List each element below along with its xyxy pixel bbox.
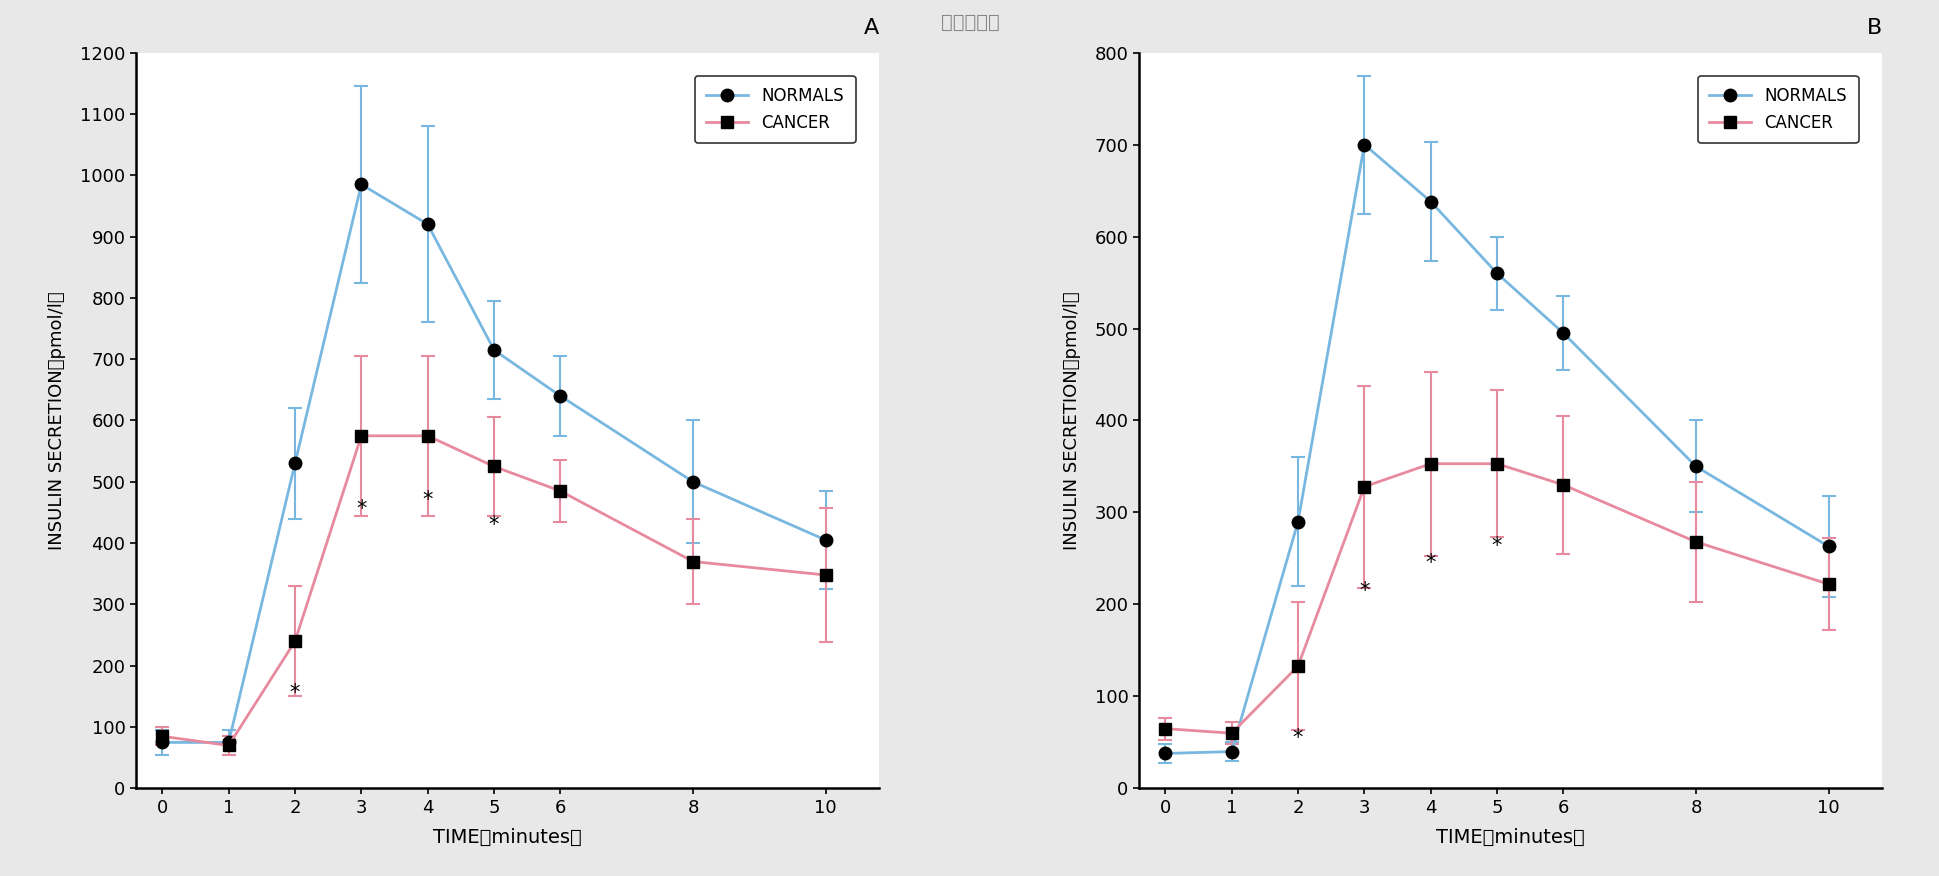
Text: *: * (423, 491, 432, 510)
X-axis label: TIME（minutes）: TIME（minutes） (432, 828, 582, 847)
Text: B: B (1865, 18, 1881, 38)
Text: *: * (1491, 536, 1501, 556)
X-axis label: TIME（minutes）: TIME（minutes） (1435, 828, 1584, 847)
Text: 天山医学院: 天山医学院 (940, 13, 999, 32)
Text: A: A (863, 18, 878, 38)
Text: *: * (357, 499, 366, 519)
Text: *: * (1359, 581, 1369, 601)
Y-axis label: INSULIN SECRETION（pmol/l）: INSULIN SECRETION（pmol/l） (1063, 291, 1080, 550)
Text: *: * (1291, 728, 1303, 748)
Legend: NORMALS, CANCER: NORMALS, CANCER (694, 75, 855, 144)
Legend: NORMALS, CANCER: NORMALS, CANCER (1697, 75, 1858, 144)
Text: *: * (1425, 553, 1435, 573)
Text: *: * (289, 683, 301, 703)
Y-axis label: INSULIN SECRETION（pmol/l）: INSULIN SECRETION（pmol/l） (48, 291, 66, 550)
Text: *: * (489, 515, 498, 534)
